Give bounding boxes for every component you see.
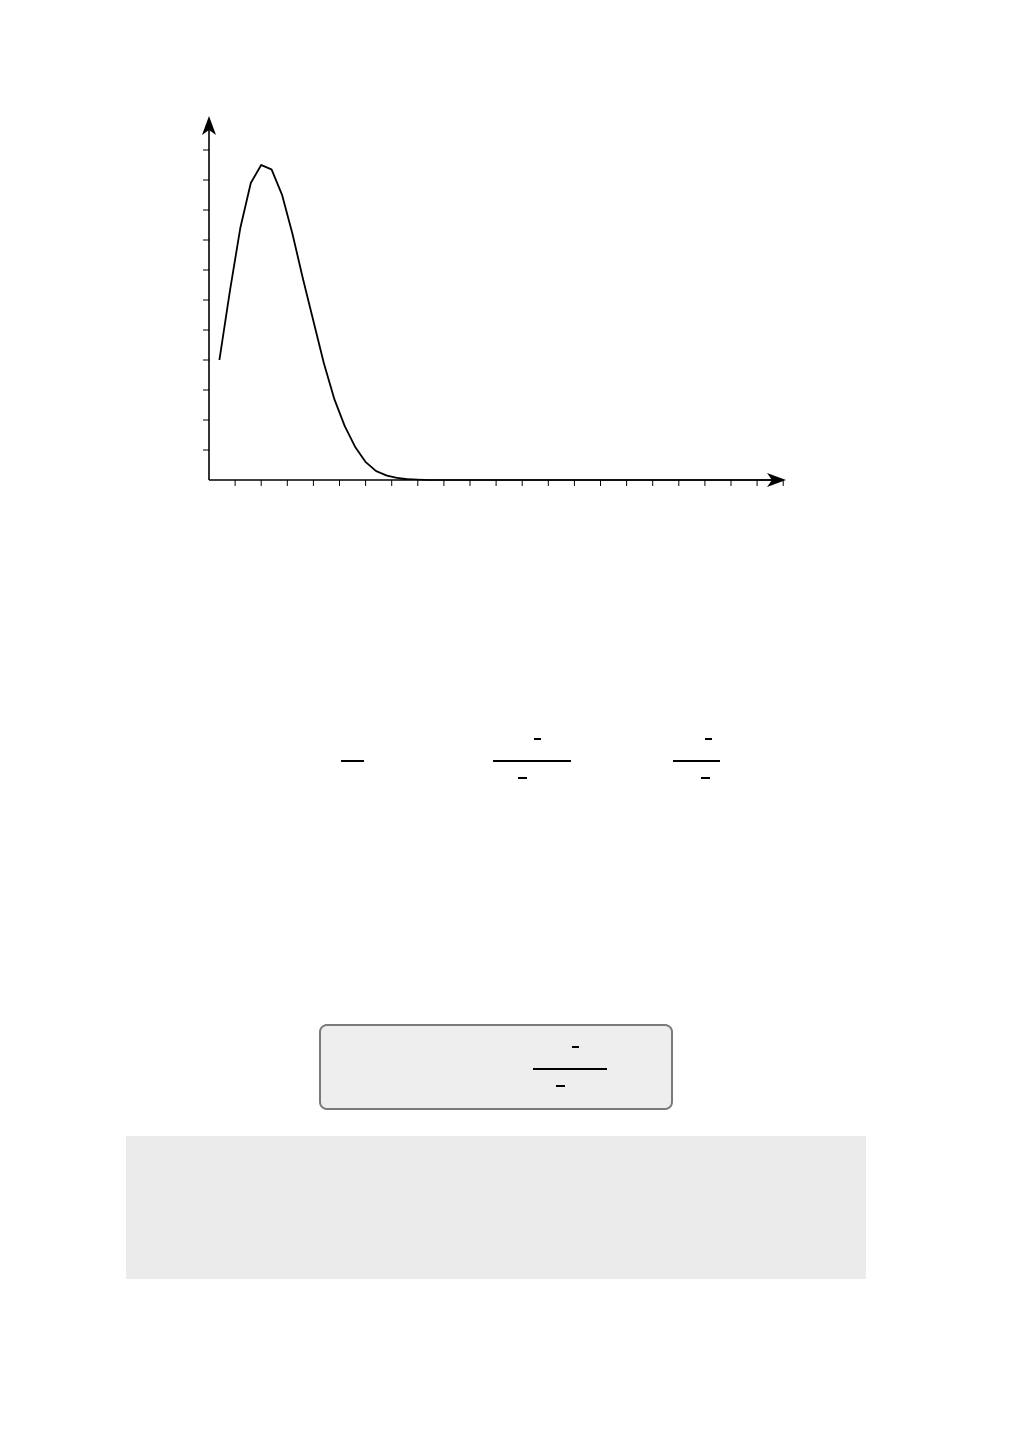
term3-denominator-minus [701,777,710,779]
y-axis-ticks [203,149,209,451]
y-axis-arrowhead [202,116,216,135]
chart-axes [202,116,786,487]
term2-fraction-bar [493,760,571,762]
x-axis-ticks [234,480,784,486]
box-numerator-minus [572,1046,579,1048]
term3-numerator-minus [705,738,712,740]
distribution-chart [202,116,786,487]
highlighted-formula-box [319,1024,673,1110]
note-panel [126,1136,866,1279]
term2-numerator-minus [534,738,541,740]
term1-fraction-bar [341,760,364,762]
term3-fraction-bar [673,760,720,762]
box-fraction-bar [533,1068,607,1070]
series-line-1 [218,164,784,481]
term2-denominator-minus [518,777,527,779]
box-denominator-minus [556,1085,565,1087]
series-layer [218,164,784,481]
